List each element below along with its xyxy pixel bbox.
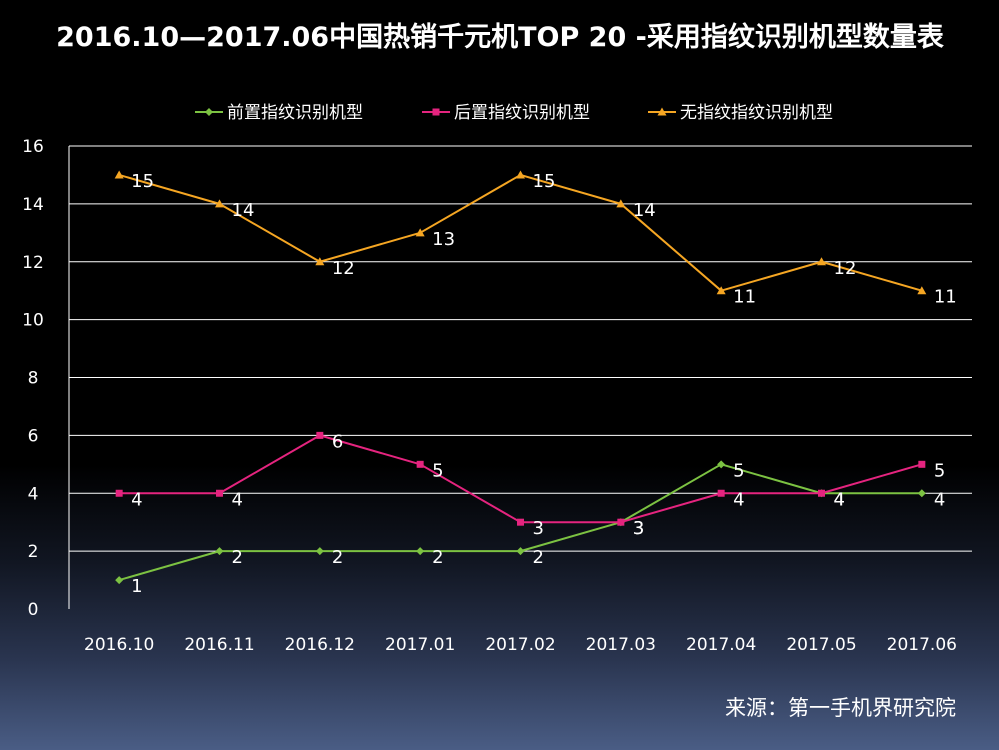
y-tick-label: 0: [28, 600, 39, 620]
x-tick-label: 2016.11: [184, 635, 254, 655]
data-label: 2: [332, 547, 343, 568]
y-tick-label: 10: [22, 311, 44, 331]
data-point: [917, 489, 926, 498]
legend-label: 后置指纹识别机型: [454, 103, 590, 123]
data-point: [216, 489, 223, 497]
data-label: 15: [533, 171, 556, 192]
x-tick-label: 2017.02: [485, 635, 555, 655]
data-label: 6: [332, 431, 343, 452]
data-label: 5: [432, 460, 443, 481]
chart-legend: 前置指纹识别机型 后置指纹识别机型 无指纹指纹识别机型: [195, 103, 833, 123]
data-point: [716, 286, 726, 295]
data-label: 14: [633, 200, 656, 221]
data-point: [717, 489, 725, 497]
data-point: [115, 489, 123, 497]
data-label: 4: [232, 489, 243, 510]
data-label: 4: [733, 489, 744, 510]
data-label: 2: [533, 547, 544, 568]
x-tick-label: 2016.12: [285, 635, 355, 655]
data-label: 11: [733, 287, 756, 308]
data-point: [516, 170, 525, 179]
data-label: 11: [934, 287, 957, 308]
x-tick-label: 2017.01: [385, 635, 455, 655]
data-label: 12: [834, 258, 857, 279]
data-point: [517, 518, 524, 526]
data-label: 2: [232, 547, 243, 568]
data-label: 14: [232, 200, 255, 221]
data-label: 4: [934, 489, 945, 510]
data-point: [416, 460, 424, 468]
data-label: 13: [432, 229, 455, 250]
data-point: [315, 547, 324, 556]
data-point: [114, 170, 124, 179]
data-label: 3: [633, 518, 644, 539]
data-label: 4: [834, 489, 845, 510]
data-label: 1: [131, 576, 142, 597]
data-point: [416, 547, 425, 556]
data-point: [115, 576, 124, 585]
series-line: [118, 173, 923, 292]
data-point: [918, 460, 926, 468]
series-2: 15 14 12 13 15 14 11 12 11: [114, 170, 957, 308]
x-tick-label: 2017.06: [887, 635, 957, 655]
y-tick-label: 12: [22, 253, 44, 273]
chart-source: 来源：第一手机界研究院: [725, 696, 956, 720]
y-tick-label: 16: [22, 137, 44, 157]
data-point: [717, 460, 726, 469]
data-point: [215, 199, 224, 208]
y-tick-label: 8: [28, 369, 39, 389]
chart-title: 2016.10—2017.06中国热销千元机TOP 20 -采用指纹识别机型数量…: [56, 22, 944, 53]
data-label: 5: [733, 460, 744, 481]
series-1: 4 4 6 5 3 3 4 4 5: [115, 431, 945, 539]
legend-marker: [432, 108, 440, 116]
data-label: 2: [432, 547, 443, 568]
data-label: 12: [332, 258, 355, 279]
data-label: 5: [934, 460, 945, 481]
legend-label: 前置指纹识别机型: [227, 103, 363, 123]
x-axis-ticks: 2016.10 2016.11 2016.12 2017.01 2017.02 2017.…: [84, 635, 957, 655]
y-axis-ticks: 0 2 4 6 8 10 12 14 16: [22, 137, 44, 620]
x-tick-label: 2017.05: [786, 635, 856, 655]
legend-marker: [657, 107, 667, 116]
y-tick-label: 14: [22, 195, 44, 215]
legend-marker: [205, 108, 213, 116]
data-point: [818, 489, 825, 497]
data-point: [817, 257, 826, 266]
data-point: [516, 547, 525, 556]
data-label: 15: [131, 171, 154, 192]
data-label: 4: [131, 489, 142, 510]
y-tick-label: 2: [28, 542, 39, 562]
x-tick-label: 2016.10: [84, 635, 154, 655]
data-point: [316, 431, 324, 439]
y-tick-label: 4: [28, 484, 39, 504]
data-label: 3: [533, 518, 544, 539]
data-point: [917, 286, 927, 295]
y-tick-label: 6: [28, 426, 39, 446]
data-point: [616, 199, 626, 208]
data-point: [617, 518, 625, 526]
x-tick-label: 2017.04: [686, 635, 756, 655]
chart-gridlines: [68, 145, 972, 609]
data-point: [315, 257, 325, 266]
data-label: 4: [834, 489, 845, 510]
x-tick-label: 2017.03: [586, 635, 656, 655]
data-label: 3: [633, 518, 644, 539]
data-point: [215, 547, 224, 556]
legend-label: 无指纹指纹识别机型: [680, 103, 833, 123]
data-point: [415, 228, 425, 237]
